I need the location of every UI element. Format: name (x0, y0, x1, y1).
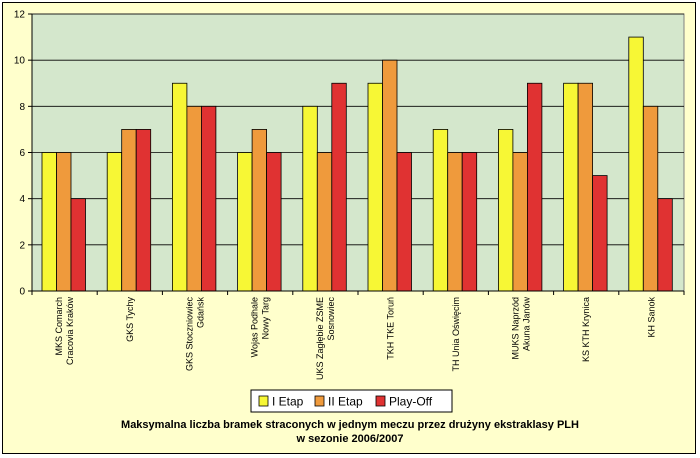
bar-i-etap (302, 105, 318, 292)
x-category-label: MUKS Naprzód (511, 297, 521, 360)
bar-ii-etap (382, 59, 398, 292)
x-category-label: MKS Comarch (54, 297, 64, 356)
bar-play-off (135, 129, 152, 292)
bar-ii-etap (316, 152, 333, 292)
x-category-label: Cracovia Kraków (65, 297, 75, 366)
y-tick-label: 6 (19, 148, 25, 159)
legend-label: Play-Off (389, 395, 433, 409)
legend-label: II Etap (328, 395, 363, 409)
legend-label: I Etap (272, 395, 304, 409)
x-category-label: TKH TKE Toruń (386, 297, 396, 360)
x-category-label: KS KTH Krynica (581, 297, 591, 362)
legend-swatch (375, 395, 386, 407)
chart-title-line: Maksymalna liczba bramek straconych w je… (121, 419, 579, 431)
x-category-label: TH Unia Oświęcim (451, 297, 461, 372)
bar-ii-etap (186, 105, 202, 292)
chart-title: Maksymalna liczba bramek straconych w je… (121, 419, 579, 445)
y-tick-label: 2 (19, 240, 25, 251)
bar-ii-etap (251, 129, 268, 292)
x-category-label: Nowy Targ (261, 297, 271, 339)
bar-ii-etap (512, 152, 528, 292)
bar-chart: 0 2 4 6 8 10 12 MKS Comarch Cracovia Kraków GKS … (14, 10, 685, 445)
bar-i-etap (106, 152, 123, 292)
y-tick-label: 4 (19, 194, 25, 205)
bar-i-etap (497, 129, 514, 292)
y-tick-label: 10 (14, 56, 26, 67)
bar-i-etap (432, 129, 449, 292)
y-tick-label: 8 (19, 102, 25, 113)
bar-play-off (396, 152, 412, 292)
x-axis-labels: MKS Comarch Cracovia Kraków GKS Tychy GKS S… (54, 297, 656, 381)
bar-ii-etap (447, 152, 463, 292)
x-category-label: GKS Stoczniowiec (185, 297, 195, 372)
bar-play-off (592, 175, 608, 292)
x-category-label: GKS Tychy (125, 297, 135, 342)
y-axis-ticks: 0 2 4 6 8 10 12 (14, 10, 32, 298)
bar-ii-etap (121, 129, 137, 292)
bar-play-off (461, 152, 478, 292)
x-category-label: Akuna Janów (522, 297, 532, 352)
legend: I Etap II Etap Play-Off (250, 389, 453, 413)
bar-i-etap (367, 82, 383, 292)
legend-box (250, 389, 453, 413)
bar-i-etap (41, 152, 57, 292)
bar-ii-etap (577, 82, 593, 292)
x-category-label: Gdańsk (196, 297, 206, 329)
bar-ii-etap (642, 105, 659, 292)
bar-i-etap (237, 152, 253, 292)
bar-ii-etap (56, 152, 72, 292)
legend-swatch (314, 395, 325, 407)
bar-play-off (200, 105, 217, 292)
bar-play-off (70, 198, 86, 292)
y-tick-label: 12 (14, 10, 26, 21)
bar-i-etap (171, 82, 188, 292)
chart-title-line: w sezonie 2006/2007 (295, 433, 403, 445)
bar-i-etap (628, 36, 644, 292)
bars (41, 36, 673, 292)
legend-swatch (258, 395, 269, 407)
bar-play-off (527, 82, 543, 292)
bar-play-off (266, 152, 282, 292)
x-category-label: Wojas Podhale (250, 297, 260, 357)
x-category-label: Sosnowiec (326, 297, 336, 341)
chart-frame: 0 2 4 6 8 10 12 MKS Comarch Cracovia Kraków GKS … (2, 2, 696, 454)
bar-play-off (657, 198, 673, 292)
y-tick-label: 0 (19, 287, 25, 298)
bar-i-etap (563, 82, 579, 292)
x-category-label: UKS Zagłębie ZSME (315, 297, 325, 380)
x-category-label: KH Sanok (646, 297, 656, 338)
bar-play-off (331, 82, 347, 292)
